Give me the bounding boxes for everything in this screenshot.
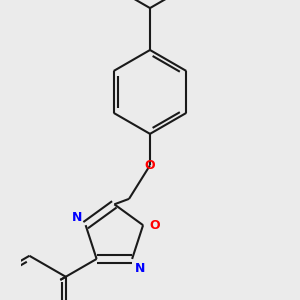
- Text: O: O: [149, 219, 160, 232]
- Text: N: N: [72, 211, 83, 224]
- Text: N: N: [135, 262, 146, 275]
- Text: O: O: [145, 159, 155, 172]
